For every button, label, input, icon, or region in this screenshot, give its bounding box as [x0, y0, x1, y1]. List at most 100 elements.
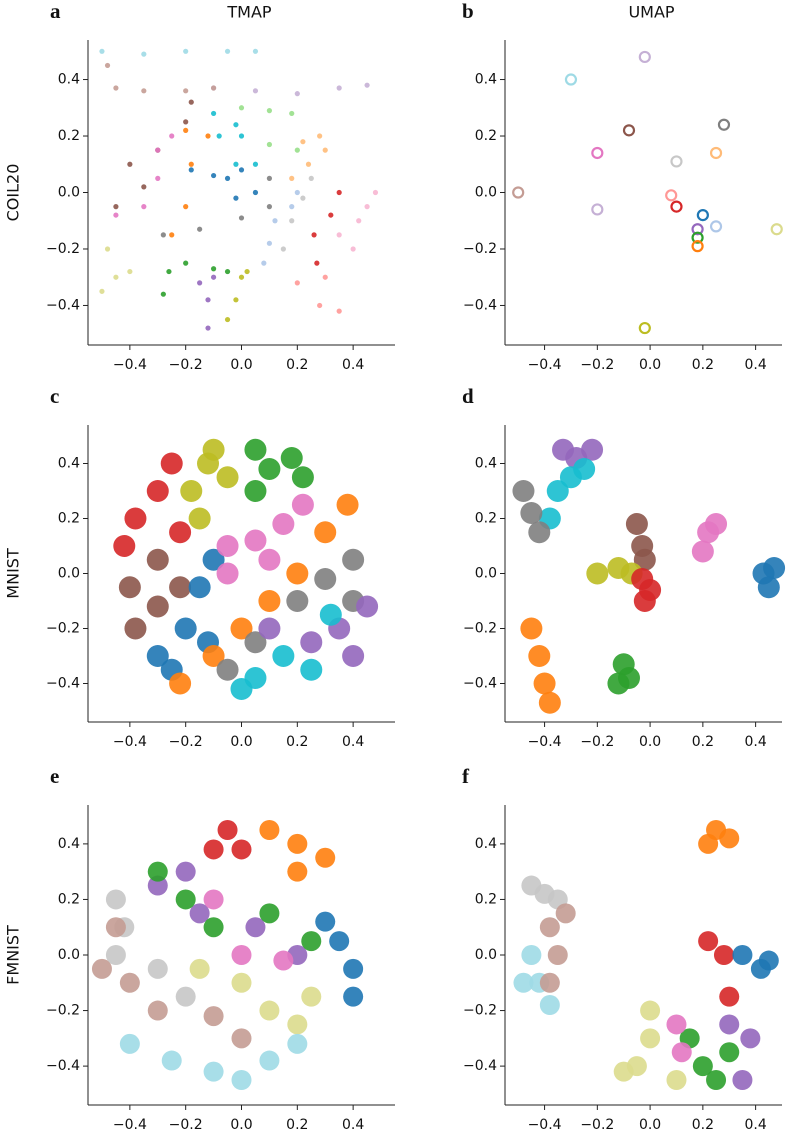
point — [717, 118, 731, 131]
point — [183, 119, 189, 125]
point — [564, 73, 578, 86]
point — [169, 521, 192, 544]
point — [670, 155, 683, 168]
point — [317, 302, 323, 309]
point — [197, 226, 203, 232]
x-tick-label: −0.2 — [580, 357, 614, 373]
point — [224, 316, 231, 323]
point — [291, 493, 314, 516]
point — [539, 917, 560, 938]
point — [91, 958, 112, 979]
y-tick-label: 0.2 — [475, 128, 497, 144]
point — [709, 220, 723, 233]
point — [210, 266, 217, 272]
point — [336, 189, 342, 196]
point — [272, 513, 295, 535]
point — [188, 507, 211, 530]
point — [180, 480, 203, 502]
point — [709, 146, 723, 160]
point — [719, 1014, 740, 1035]
point — [520, 502, 543, 524]
point — [224, 48, 231, 54]
point — [160, 232, 166, 238]
point — [99, 48, 105, 54]
point — [691, 223, 704, 236]
point — [286, 562, 309, 585]
point — [520, 617, 543, 640]
point — [719, 1042, 740, 1063]
point — [287, 861, 308, 882]
point — [188, 99, 194, 105]
point — [183, 88, 189, 94]
points — [99, 48, 379, 331]
point — [203, 889, 224, 910]
point — [127, 161, 133, 167]
point — [202, 438, 225, 461]
point — [512, 186, 525, 199]
x-tick-label: 0.0 — [639, 357, 661, 373]
point — [147, 861, 168, 882]
point — [203, 917, 224, 938]
y-tick-label: 0.0 — [58, 185, 80, 201]
point — [691, 540, 714, 563]
point — [317, 133, 323, 139]
point — [294, 147, 300, 153]
point — [169, 133, 175, 139]
point — [573, 458, 596, 480]
point — [231, 945, 252, 965]
y-tick-label: −0.2 — [46, 1003, 80, 1019]
point — [205, 297, 211, 303]
point — [252, 48, 259, 54]
x-tick-label: 0.0 — [230, 1117, 252, 1133]
point — [289, 204, 295, 210]
y-tick-label: 0.2 — [58, 511, 80, 527]
point — [210, 110, 217, 117]
point — [666, 1070, 687, 1090]
point — [224, 175, 231, 181]
point — [205, 133, 211, 139]
point — [289, 175, 295, 181]
point — [286, 590, 309, 612]
point — [258, 617, 281, 640]
point — [315, 847, 336, 868]
point — [638, 321, 651, 335]
point — [188, 576, 211, 599]
point — [272, 218, 278, 224]
point — [280, 246, 286, 252]
point — [305, 161, 312, 167]
point — [189, 958, 210, 979]
point — [258, 590, 281, 612]
point — [266, 141, 273, 148]
point — [238, 105, 245, 111]
point — [147, 958, 168, 979]
point — [210, 85, 217, 91]
point — [197, 280, 203, 286]
point — [104, 246, 111, 252]
column-title: UMAP — [628, 3, 674, 22]
point — [314, 568, 337, 590]
point — [539, 972, 560, 993]
point — [183, 48, 189, 54]
y-tick-label: −0.2 — [46, 621, 80, 637]
y-tick-label: −0.4 — [46, 297, 80, 313]
point — [233, 161, 239, 167]
point — [210, 274, 217, 280]
point — [319, 603, 342, 626]
x-tick-label: −0.4 — [528, 734, 562, 750]
point — [372, 189, 379, 196]
point — [315, 911, 336, 932]
point — [245, 917, 266, 938]
point — [280, 447, 303, 469]
x-tick-label: −0.4 — [113, 734, 147, 750]
x-tick-label: 0.4 — [342, 734, 364, 750]
point — [113, 274, 119, 280]
point — [175, 861, 196, 882]
point — [244, 480, 267, 502]
point — [705, 513, 728, 535]
x-tick-label: 0.4 — [342, 357, 364, 373]
x-tick-label: 0.4 — [744, 734, 766, 750]
point — [216, 466, 239, 489]
point — [161, 1050, 182, 1071]
point — [244, 631, 267, 654]
row-label: COIL20 — [4, 164, 23, 222]
